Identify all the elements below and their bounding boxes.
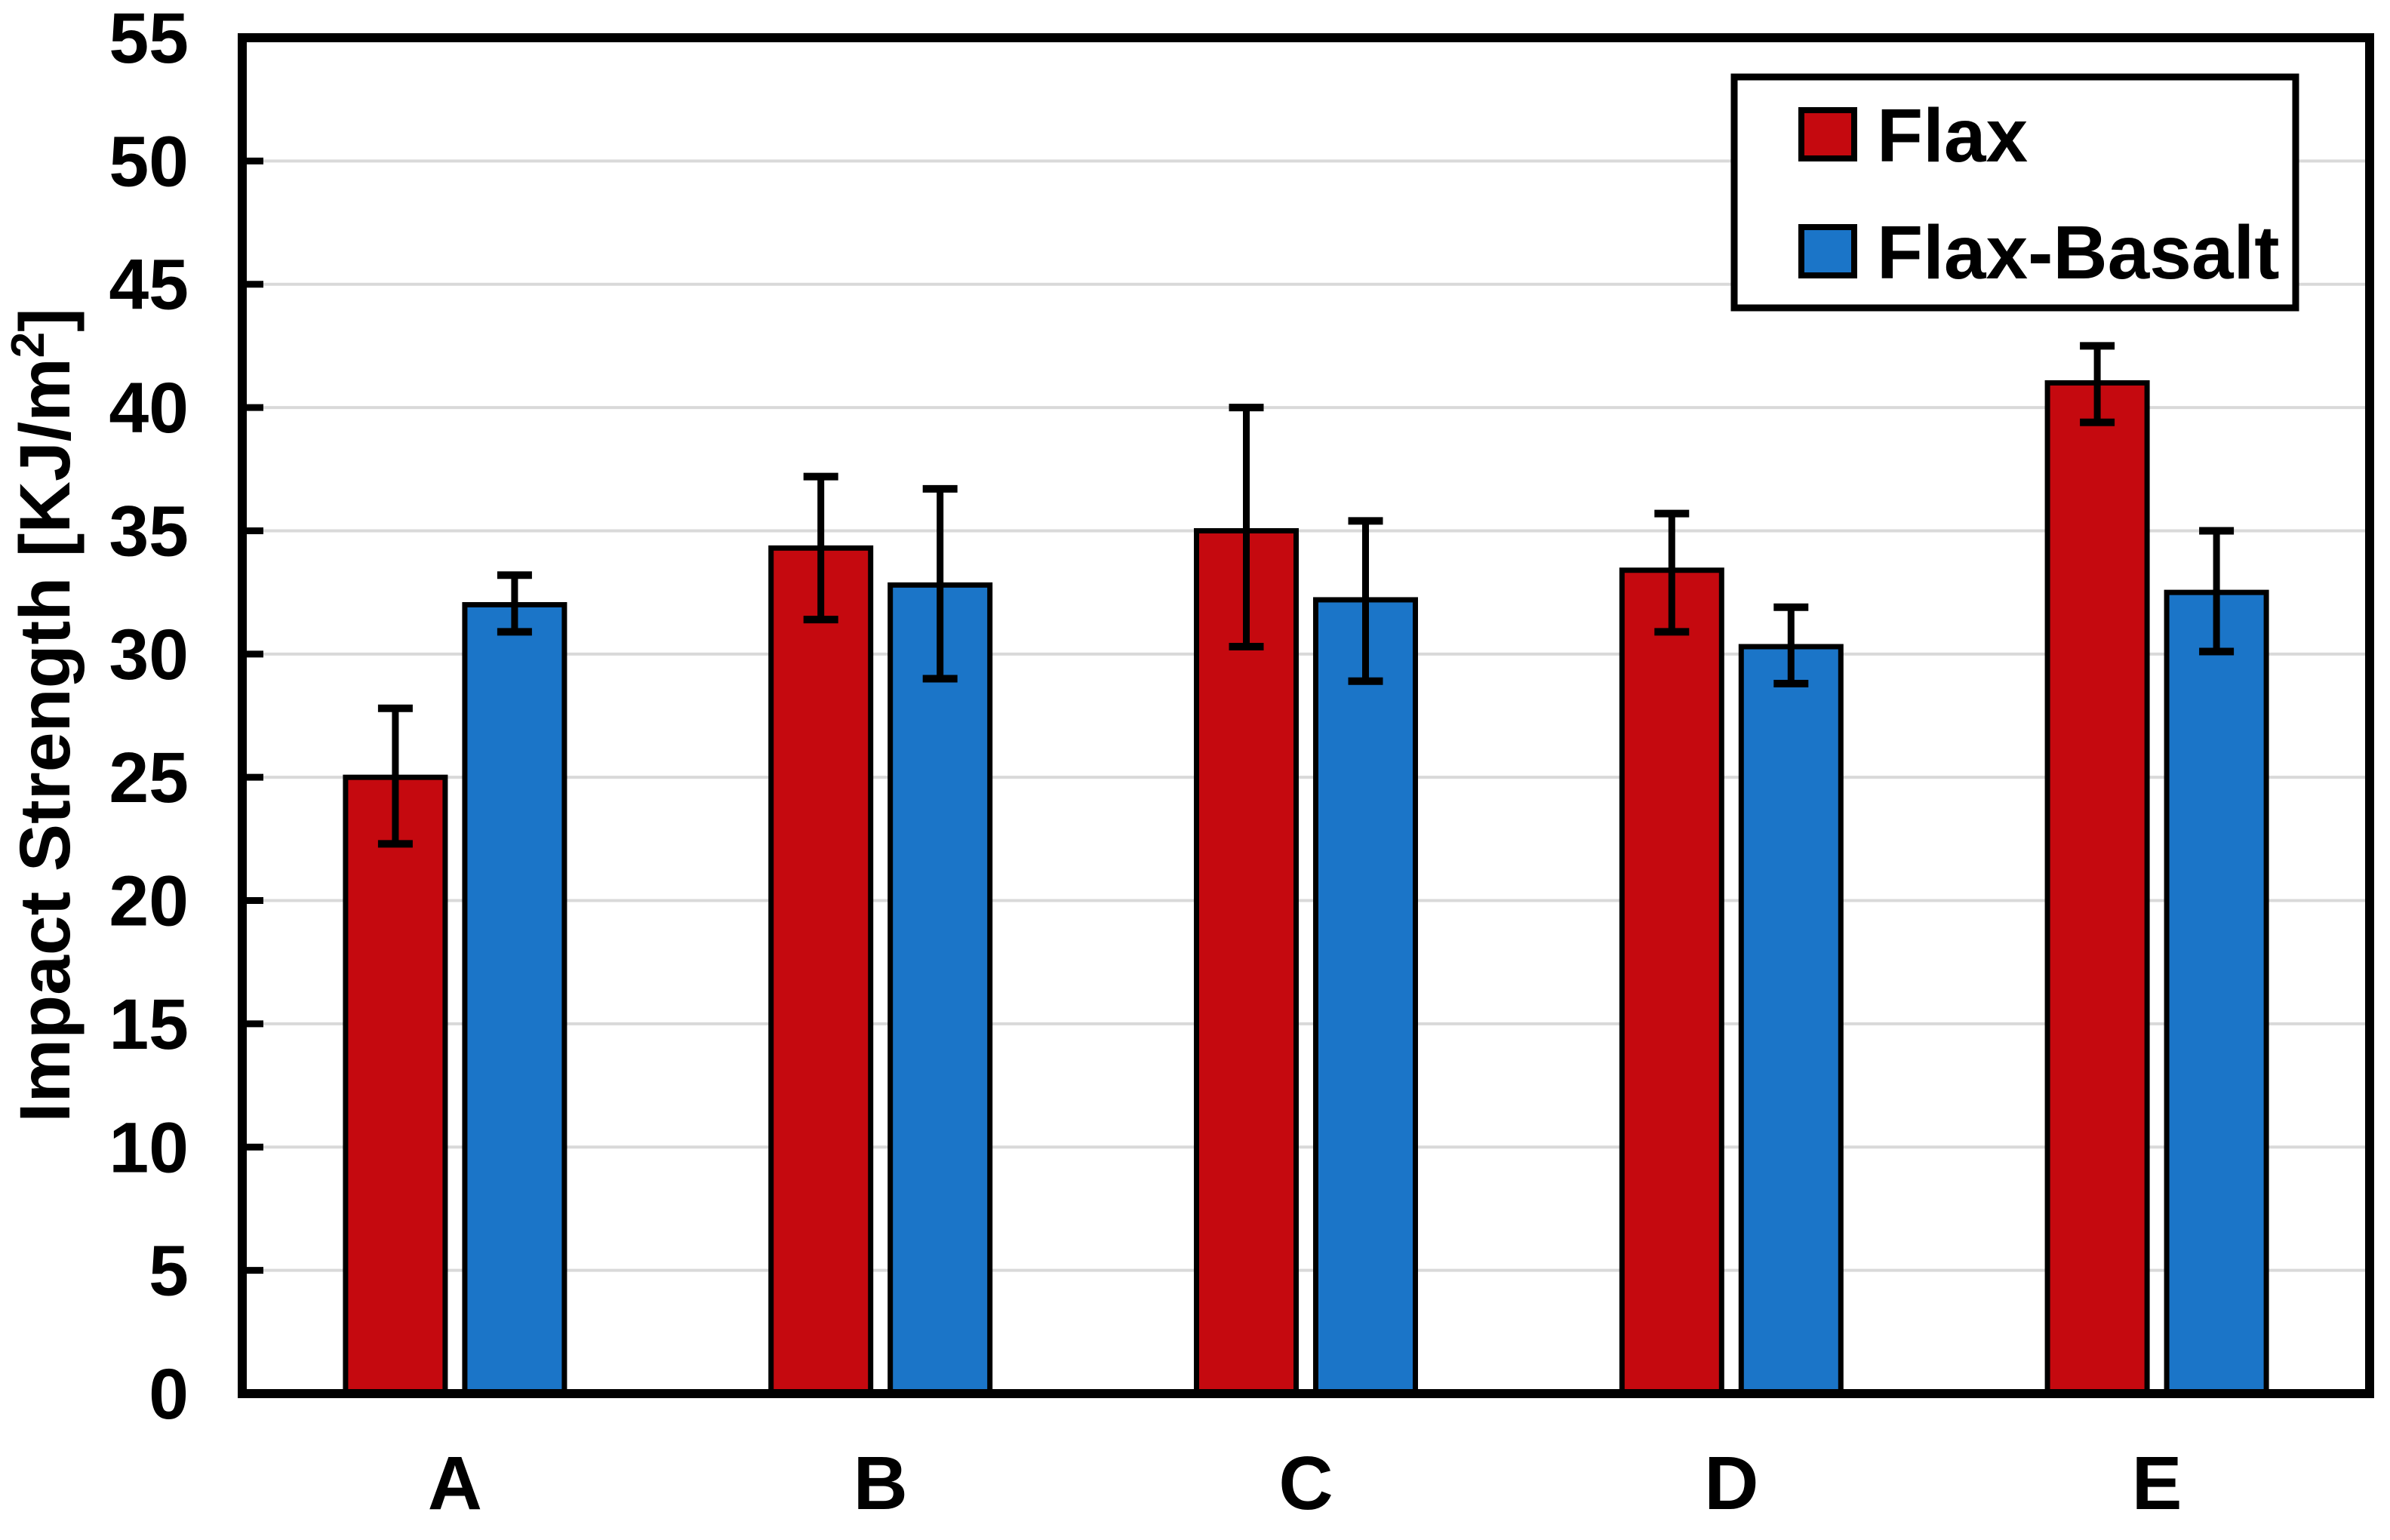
error-bar-flax-B [803, 472, 838, 624]
bar-flax-B [768, 545, 874, 1397]
bar-flax-D [1619, 567, 1724, 1397]
error-bar-flax-D [1654, 509, 1690, 636]
bar-flax-basalt-D [1738, 644, 1844, 1397]
bar-flax-E [2044, 380, 2150, 1397]
x-label-E: E [2132, 1441, 2182, 1526]
blue-square-icon [1798, 224, 1857, 278]
legend: Flax Flax-Basalt [1730, 73, 2299, 312]
bar-flax-basalt-E [2164, 589, 2269, 1397]
x-axis-category-labels: A B C D E [428, 1441, 2182, 1526]
error-bar-flax-basalt-B [922, 484, 958, 683]
error-bars [377, 342, 2235, 848]
error-bar-flax-basalt-D [1773, 603, 1809, 688]
y-axis-title-close: ] [5, 308, 85, 332]
x-label-A: A [428, 1441, 482, 1526]
legend-label-flax-basalt: Flax-Basalt [1877, 211, 2280, 295]
y-tick-label-40: 40 [109, 368, 189, 448]
error-bar-flax-A [377, 704, 413, 848]
y-tick-label-20: 20 [109, 862, 189, 942]
y-tick-label-25: 25 [109, 738, 189, 818]
bar-flax-basalt-B [887, 582, 993, 1397]
y-axis-title-superscript: 2 [2, 332, 54, 358]
y-axis-title: Impact Strength [KJ/m2] [2, 308, 85, 1123]
y-tick-label-0: 0 [149, 1354, 189, 1434]
error-bar-flax-basalt-E [2199, 527, 2235, 656]
y-tick-label-10: 10 [109, 1108, 189, 1188]
bar-flax-basalt-C [1313, 597, 1418, 1397]
y-tick-label-5: 5 [149, 1231, 189, 1311]
y-tick-label-50: 50 [109, 121, 189, 201]
y-axis-ticks [242, 34, 263, 1397]
x-label-B: B [854, 1441, 908, 1526]
error-bar-flax-basalt-C [1348, 517, 1383, 685]
red-square-icon [1798, 107, 1857, 161]
legend-label-flax: Flax [1877, 94, 2028, 178]
bar-flax-A [343, 774, 448, 1397]
plot-border [238, 33, 2374, 1398]
error-bar-flax-basalt-A [497, 571, 532, 636]
error-bar-flax-E [2080, 342, 2115, 426]
y-tick-label-55: 55 [109, 0, 189, 78]
y-axis-title-main: Impact Strength [KJ/m [5, 358, 85, 1122]
y-axis-tick-labels: 0 5 10 15 20 25 30 35 40 45 50 55 [109, 0, 189, 1434]
bar-series [343, 380, 2269, 1397]
y-tick-label-30: 30 [109, 615, 189, 695]
x-label-D: D [1704, 1441, 1758, 1526]
y-tick-label-45: 45 [109, 245, 189, 325]
error-bar-flax-C [1229, 404, 1264, 651]
bar-flax-C [1194, 527, 1299, 1397]
bar-flax-basalt-A [462, 601, 568, 1397]
y-tick-label-15: 15 [109, 985, 189, 1065]
y-tick-label-35: 35 [109, 491, 189, 571]
x-label-C: C [1278, 1441, 1333, 1526]
